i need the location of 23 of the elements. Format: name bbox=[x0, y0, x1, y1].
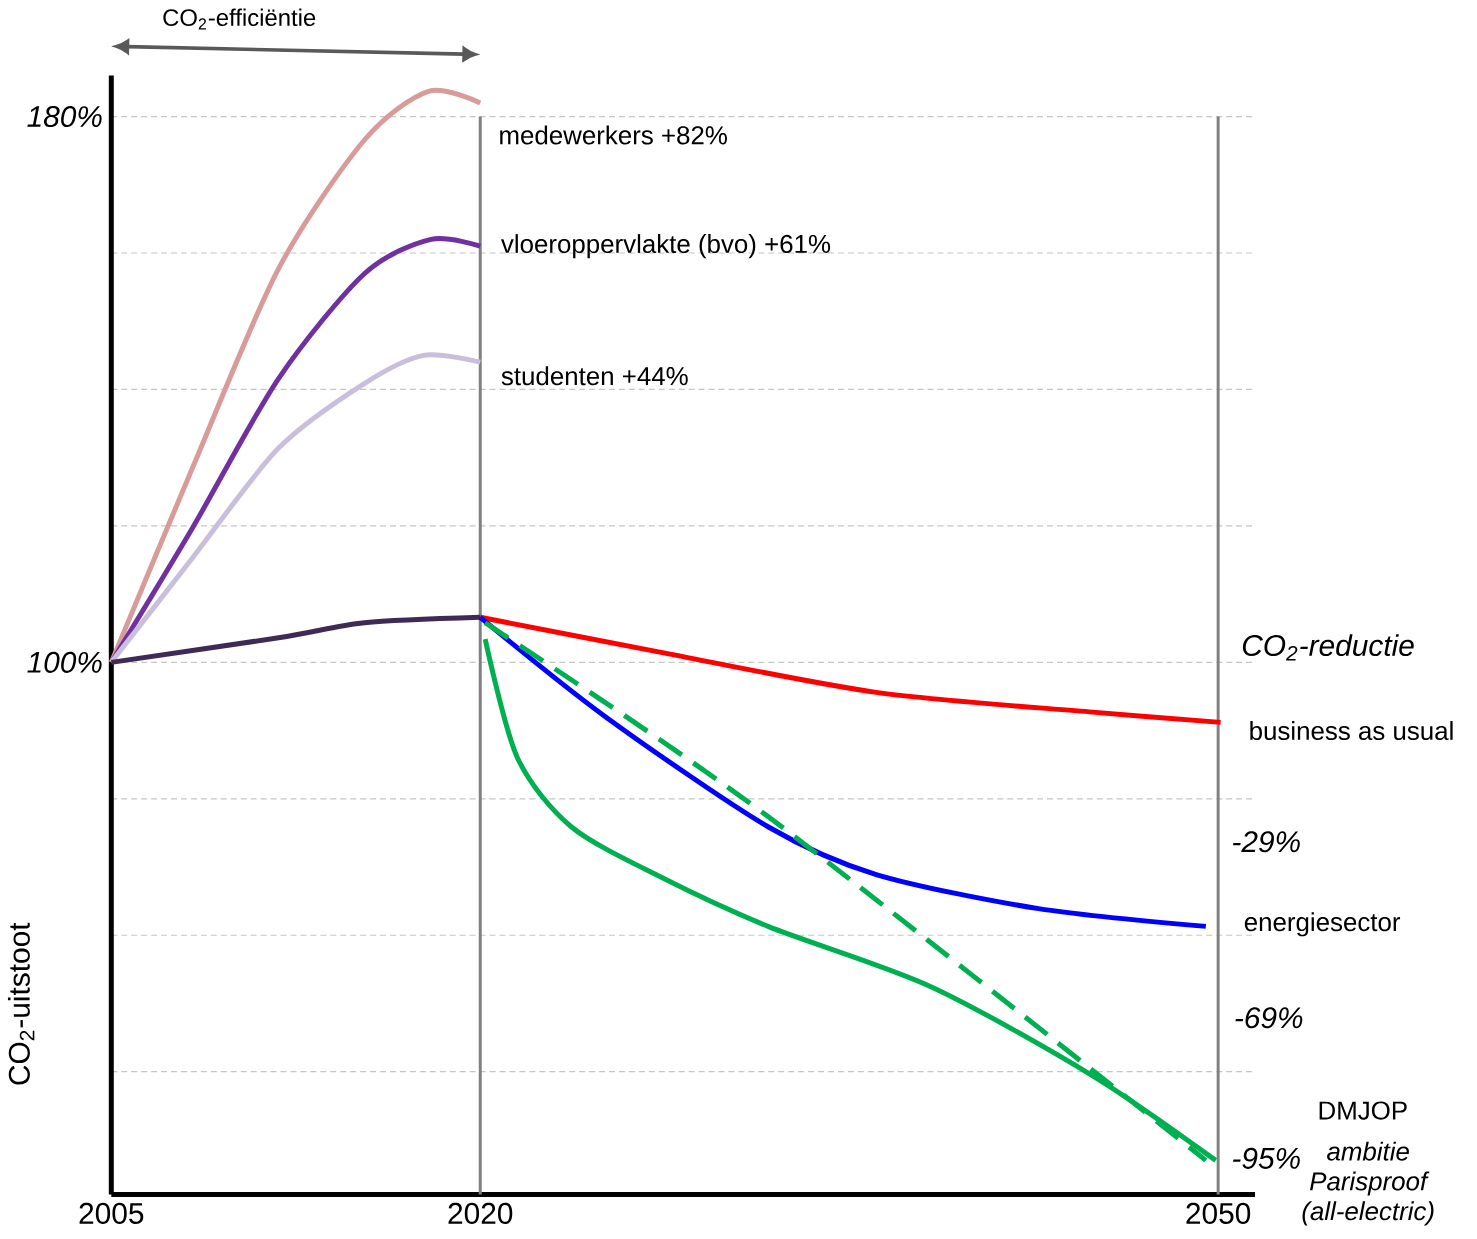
line-series bbox=[477, 614, 1224, 725]
series-label: energiesector bbox=[1244, 912, 1401, 937]
annotation: -95% bbox=[1232, 1147, 1300, 1169]
x-tick-label: 2050 bbox=[1186, 1202, 1251, 1224]
text: ambitie Parisproof (all-electric) bbox=[1302, 1141, 1434, 1226]
series-label: business as usual bbox=[1250, 720, 1453, 740]
x-tick-label: 2005 bbox=[79, 1202, 144, 1224]
line-series bbox=[108, 614, 483, 665]
annotation: -69% bbox=[1235, 1007, 1303, 1029]
series-label: medewerkers +82% bbox=[500, 125, 727, 145]
y-tick-label: 180% bbox=[27, 105, 102, 127]
x-tick-label: 2020 bbox=[448, 1202, 513, 1224]
line-series bbox=[477, 614, 1209, 929]
series-label: studenten +44% bbox=[501, 366, 688, 386]
line-series bbox=[108, 352, 483, 665]
y-tick-label: 100% bbox=[27, 651, 102, 673]
text: DMJOP bbox=[1319, 1101, 1407, 1120]
annotation: CO$_{2}$-reductie bbox=[1242, 634, 1414, 661]
line-series bbox=[108, 87, 483, 665]
text: CO$_{2}$-efficiëntie bbox=[163, 8, 316, 30]
y-axis-title: CO$_{2}$-uitstoot bbox=[7, 922, 35, 1085]
series-label: vloeroppervlakte (bvo) +61% bbox=[501, 233, 831, 259]
annotation: -29% bbox=[1232, 831, 1300, 853]
